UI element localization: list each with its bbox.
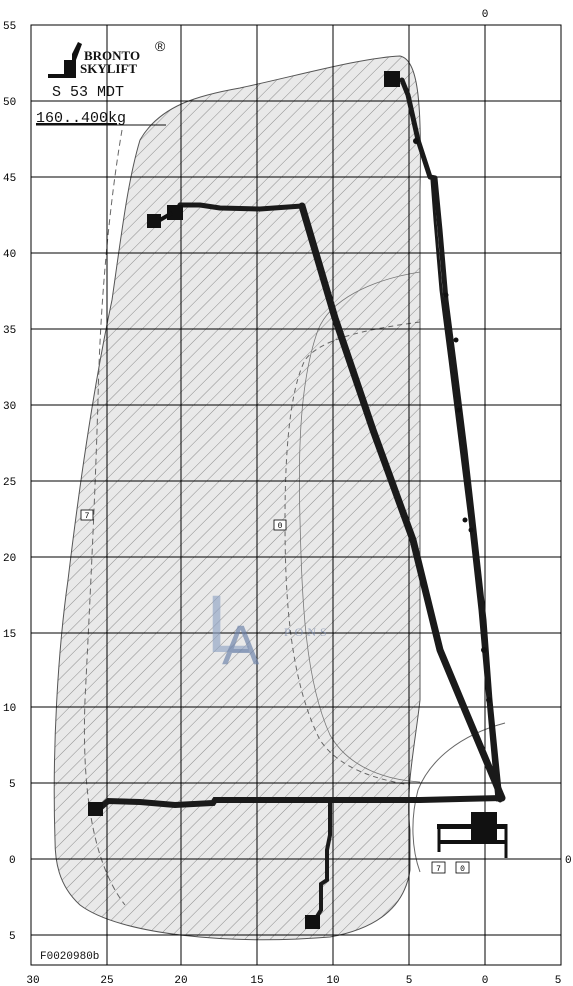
- svg-text:0: 0: [278, 522, 283, 531]
- bottom-label-7: 7: [431, 861, 446, 874]
- y-tick-label: 10: [3, 703, 16, 715]
- x-tick-label: 20: [174, 975, 187, 986]
- basket-top: [384, 71, 400, 87]
- y-tick-label: 5: [9, 779, 16, 791]
- x-tick-label: 30: [26, 975, 39, 986]
- bottom-label-0: 0: [455, 861, 470, 874]
- load-capacity: 160..400kg: [36, 110, 126, 127]
- zone-label-7: 7: [80, 509, 94, 521]
- brand-line2: SKYLIFT: [80, 61, 137, 76]
- y-tick-label: 45: [3, 173, 16, 185]
- y-tick-label: 20: [3, 553, 16, 565]
- grid: [31, 25, 561, 965]
- watermark-letter-l: L: [206, 579, 252, 670]
- watermark-letter-a: A: [222, 613, 260, 676]
- working-envelope: [53, 55, 421, 941]
- boom-horizontal: [97, 795, 505, 920]
- watermark-text: PONS: [284, 625, 331, 639]
- x-axis-ticks: 30 25 20 15 10 5 0 5 0: [26, 9, 561, 986]
- logo-mark: [48, 42, 82, 78]
- brand-logo: BRONTO SKYLIFT ®: [48, 38, 166, 78]
- y-tick-label: 50: [3, 97, 16, 109]
- boom-joint-marks: [413, 138, 492, 703]
- y-tick-label: 0: [9, 855, 16, 867]
- y-tick-label: 5: [9, 931, 16, 943]
- basket-left: [88, 802, 103, 816]
- y-tick-label: 55: [3, 21, 16, 33]
- x-top-zero: 0: [482, 9, 489, 21]
- y-tick-label: 15: [3, 629, 16, 641]
- x-tick-label: 25: [100, 975, 113, 986]
- svg-text:0: 0: [460, 865, 465, 874]
- y-axis-ticks: 55 50 45 40 35 30 25 20 15 10 5 0 5 0: [3, 21, 572, 943]
- x-tick-label: 15: [250, 975, 263, 986]
- svg-text:7: 7: [436, 865, 441, 874]
- x-tick-label: 5: [406, 975, 413, 986]
- basket-bottom: [305, 915, 320, 929]
- basket-diagonal-2: [167, 205, 183, 220]
- y-tick-label: 35: [3, 325, 16, 337]
- y-tick-label: 30: [3, 401, 16, 413]
- y-right-zero: 0: [565, 855, 572, 867]
- boom-diagonal: [177, 202, 506, 802]
- bottom-arc: [412, 722, 506, 873]
- zone-label-0: 0: [273, 519, 287, 531]
- brand-line1: BRONTO: [84, 48, 140, 63]
- plot-frame: [30, 24, 562, 966]
- x-tick-label: 10: [326, 975, 339, 986]
- limit-zone-0-line: [284, 321, 421, 786]
- y-tick-label: 25: [3, 477, 16, 489]
- watermark: L A PONS: [206, 579, 331, 676]
- y-tick-label: 40: [3, 249, 16, 261]
- x-tick-label: 0: [482, 975, 489, 986]
- x-tick-label: 5: [555, 975, 562, 986]
- outrigger-beam: [437, 824, 507, 829]
- model-name: S 53 MDT: [52, 84, 124, 101]
- drawing-number: F0020980b: [40, 951, 99, 963]
- basket-diagonal-link: [158, 211, 174, 222]
- basket-diagonal-1: [147, 214, 161, 228]
- svg-text:7: 7: [85, 512, 90, 521]
- registered-mark: ®: [155, 38, 166, 54]
- chassis: [437, 812, 508, 858]
